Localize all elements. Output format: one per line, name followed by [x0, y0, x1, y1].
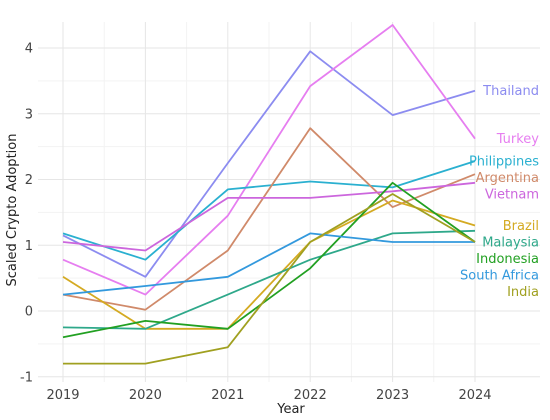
series-label-india: India [507, 285, 539, 300]
series-label-malaysia: Malaysia [482, 236, 539, 251]
x-axis-ticks: 2019 2020 2021 2022 2023 2024 [46, 388, 491, 403]
x-tick-label: 2023 [376, 388, 409, 403]
series-label-indonesia: Indonesia [476, 252, 539, 267]
series-label-brazil: Brazil [503, 219, 539, 234]
x-tick-label: 2020 [129, 388, 162, 403]
x-tick-label: 2021 [211, 388, 244, 403]
x-tick-label: 2022 [294, 388, 327, 403]
series-line-philippines [62, 160, 476, 261]
x-tick-label: 2019 [46, 388, 79, 403]
y-tick-label: 1 [25, 239, 33, 254]
series-line-malaysia [62, 229, 476, 330]
y-tick-label: 2 [25, 173, 33, 188]
series-line-thailand [62, 50, 476, 278]
series-label-south-africa: South Africa [460, 269, 539, 284]
series-line-vietnam [62, 181, 476, 252]
series-label-turkey: Turkey [496, 132, 540, 147]
y-tick-label: 0 [25, 305, 33, 320]
series-label-philippines: Philippines [469, 155, 539, 170]
series-line-turkey [62, 24, 476, 296]
series-label-vietnam: Vietnam [485, 188, 539, 203]
series-line-brazil [62, 199, 476, 330]
y-axis-label: Scaled Crypto Adoption [5, 134, 20, 287]
y-tick-label: -1 [20, 370, 33, 385]
series-label-argentina: Argentina [476, 171, 539, 186]
series-line-indonesia [62, 181, 476, 339]
series-label-thailand: Thailand [482, 84, 539, 99]
series-lines [62, 24, 476, 365]
series-line-india [63, 193, 476, 365]
y-axis-ticks: -1 0 1 2 3 4 [20, 42, 33, 386]
y-tick-label: 4 [25, 42, 33, 57]
series-line-south-africa [62, 232, 475, 296]
x-axis-label: Year [276, 402, 305, 417]
x-tick-label: 2024 [458, 388, 491, 403]
y-tick-label: 3 [25, 107, 33, 122]
